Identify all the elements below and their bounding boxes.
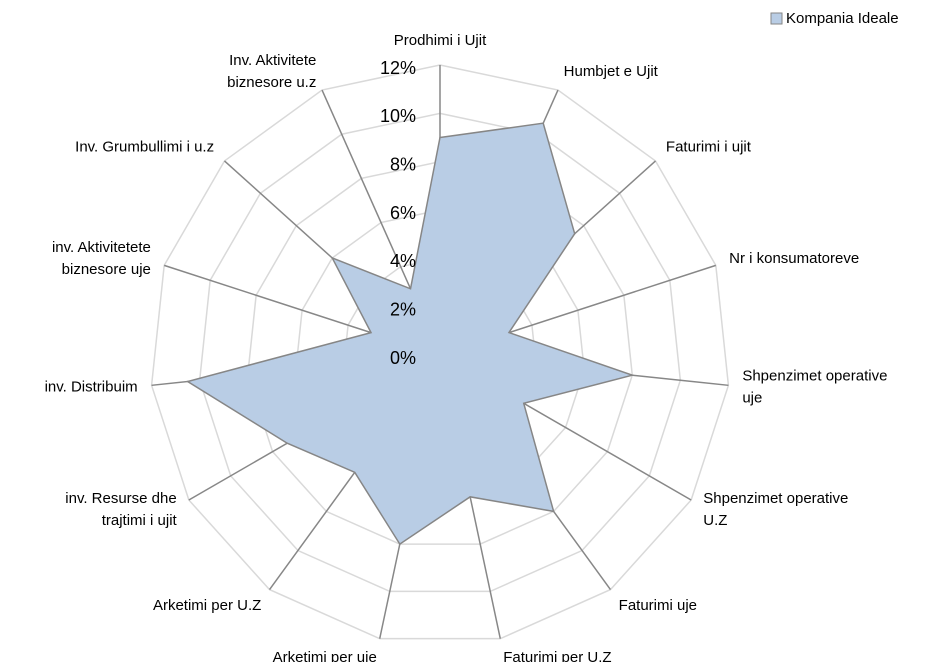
category-label: Shpenzimet operative U.Z <box>703 490 848 529</box>
category-label: inv. Distribuim <box>45 378 138 395</box>
y-tick-label: 12% <box>380 58 416 78</box>
category-label: Faturimi uje <box>619 597 697 614</box>
category-label-line: Faturimi per U.Z <box>503 649 611 662</box>
category-label: Faturimi per U.Z <box>503 649 611 662</box>
category-label-line: Arketimi per uje <box>273 649 377 662</box>
category-label-line: trajtimi i ujit <box>102 512 178 529</box>
category-label: Arketimi per uje <box>273 649 377 662</box>
category-label-line: Prodhimi i Ujit <box>394 32 487 49</box>
y-tick-label: 10% <box>380 106 416 126</box>
category-label-line: biznesore u.z <box>227 74 316 91</box>
category-label-line: Nr i konsumatoreve <box>729 250 859 267</box>
category-label-line: Faturimi i ujit <box>666 139 752 156</box>
category-label-line: Shpenzimet operative <box>742 367 887 384</box>
y-tick-label: 2% <box>390 299 416 319</box>
y-tick-label: 8% <box>390 154 416 174</box>
legend-swatch <box>770 12 783 25</box>
category-label-line: Humbjet e Ujit <box>564 63 659 80</box>
category-label-line: Shpenzimet operative <box>703 490 848 507</box>
category-label: Faturimi i ujit <box>666 139 752 156</box>
category-label: Humbjet e Ujit <box>564 63 659 80</box>
category-label-line: inv. Distribuim <box>45 378 138 395</box>
category-label: Prodhimi i Ujit <box>394 32 487 49</box>
category-label: inv. Aktivitetete biznesore uje <box>52 239 151 278</box>
category-label-line: Faturimi uje <box>619 597 697 614</box>
category-label-line: uje <box>742 389 762 406</box>
grid-ring <box>246 160 634 545</box>
category-label: Inv. Aktivitete biznesore u.z <box>227 52 316 91</box>
category-label-line: U.Z <box>703 512 727 529</box>
category-label-line: Inv. Grumbullimi i u.z <box>75 139 214 156</box>
legend-label: Kompania Ideale <box>786 10 899 27</box>
y-tick-label: 6% <box>390 203 416 223</box>
grid-ring <box>198 112 682 593</box>
y-tick-label: 0% <box>390 348 416 368</box>
category-label: Nr i konsumatoreve <box>729 250 859 267</box>
category-label-line: inv. Resurse dhe <box>65 490 176 507</box>
category-label: Shpenzimet operative uje <box>742 367 887 406</box>
radar-area <box>185 122 635 546</box>
category-label-line: Inv. Aktivitete <box>229 52 316 69</box>
category-label-line: biznesore uje <box>62 261 151 278</box>
category-label: Inv. Grumbullimi i u.z <box>75 139 214 156</box>
category-label: inv. Resurse dhe trajtimi i ujit <box>65 490 177 529</box>
category-label-line: Arketimi per U.Z <box>153 597 261 614</box>
grid-ring <box>150 64 730 640</box>
y-tick-label: 4% <box>390 251 416 271</box>
category-label-line: inv. Aktivitetete <box>52 239 151 256</box>
category-label: Arketimi per U.Z <box>153 597 261 614</box>
